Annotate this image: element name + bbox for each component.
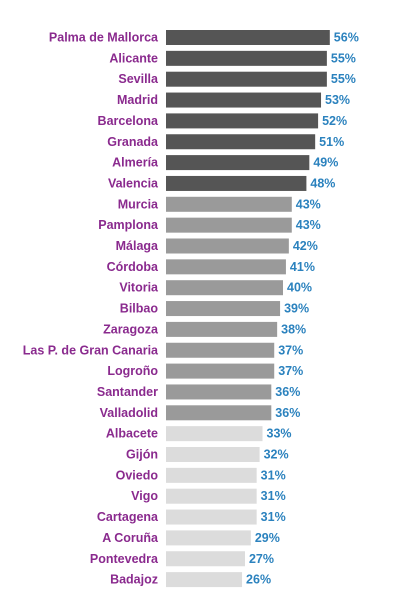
category-label: Badajoz	[110, 573, 158, 587]
bars-layer	[166, 30, 330, 588]
bar	[166, 301, 281, 317]
value-labels: 56% 55% 55% 53% 52% 51% 49% 48% 43% 43% 42% 41% 40% 3…	[246, 31, 359, 587]
bar	[166, 196, 292, 212]
bar	[166, 384, 272, 400]
bar	[166, 175, 307, 191]
bar	[166, 426, 263, 442]
category-label: Almería	[112, 156, 159, 170]
value-label: 55%	[331, 51, 356, 65]
bar	[166, 530, 251, 546]
bar	[166, 134, 316, 150]
category-label: Vitoria	[119, 281, 159, 295]
category-label: Zaragoza	[103, 322, 159, 336]
category-label: Albacete	[106, 427, 158, 441]
bar	[166, 405, 272, 421]
value-label: 42%	[293, 239, 318, 253]
value-label: 52%	[322, 114, 347, 128]
bar	[166, 342, 275, 358]
bar	[166, 321, 278, 337]
value-label: 31%	[261, 489, 286, 503]
category-label: Murcia	[118, 197, 159, 211]
value-label: 38%	[281, 322, 306, 336]
value-label: 39%	[284, 302, 309, 316]
bar	[166, 447, 260, 462]
value-label: 56%	[334, 31, 359, 45]
category-label: Oviedo	[116, 468, 159, 482]
value-label: 55%	[331, 72, 356, 86]
category-label: Madrid	[117, 93, 158, 107]
value-label: 32%	[264, 448, 289, 462]
category-label: Pamplona	[98, 218, 159, 232]
value-label: 36%	[275, 385, 300, 399]
value-label: 53%	[325, 93, 350, 107]
bar	[166, 71, 327, 87]
category-label: Valencia	[108, 176, 159, 190]
value-label: 31%	[261, 468, 286, 482]
bar	[166, 488, 257, 504]
category-label: Barcelona	[98, 114, 159, 128]
value-label: 51%	[319, 135, 344, 149]
bar	[166, 92, 322, 108]
category-label: Vigo	[131, 489, 158, 503]
bar	[166, 155, 310, 171]
value-label: 36%	[275, 406, 300, 420]
category-label: Bilbao	[120, 302, 159, 316]
bar	[166, 467, 257, 483]
category-label: Alicante	[109, 51, 158, 65]
category-label: Pontevedra	[90, 552, 159, 566]
category-label: A Coruña	[102, 531, 159, 545]
category-label: Valladolid	[100, 406, 158, 420]
value-label: 43%	[296, 197, 321, 211]
category-label: Logroño	[107, 364, 158, 378]
bar	[166, 363, 275, 379]
value-label: 41%	[290, 260, 315, 274]
category-label: Granada	[107, 135, 159, 149]
bar	[166, 280, 283, 296]
value-label: 43%	[296, 218, 321, 232]
category-label: Palma de Mallorca	[49, 31, 159, 45]
bar	[166, 238, 289, 254]
category-label: Málaga	[116, 239, 159, 253]
category-label: Cartagena	[97, 510, 159, 524]
value-label: 29%	[255, 531, 280, 545]
value-label: 48%	[310, 176, 335, 190]
category-labels: Palma de Mallorca Alicante Sevilla Madrid Ba…	[23, 31, 159, 587]
value-label: 26%	[246, 573, 271, 587]
bar	[166, 259, 286, 275]
value-label: 37%	[278, 364, 303, 378]
category-label: Córdoba	[107, 260, 159, 274]
bar	[166, 113, 319, 129]
value-label: 33%	[267, 427, 292, 441]
value-label: 49%	[313, 156, 338, 170]
bar	[166, 509, 257, 525]
bar	[166, 30, 330, 45]
category-label: Sevilla	[118, 72, 159, 86]
bar	[166, 217, 292, 233]
value-label: 37%	[278, 343, 303, 357]
category-label: Santander	[97, 385, 158, 399]
bar	[166, 572, 243, 588]
value-label: 27%	[249, 552, 274, 566]
bar	[166, 50, 327, 66]
value-label: 40%	[287, 281, 312, 295]
value-label: 31%	[261, 510, 286, 524]
bar	[166, 551, 245, 567]
category-label: Gijón	[126, 448, 158, 462]
category-label: Las P. de Gran Canaria	[23, 343, 159, 357]
